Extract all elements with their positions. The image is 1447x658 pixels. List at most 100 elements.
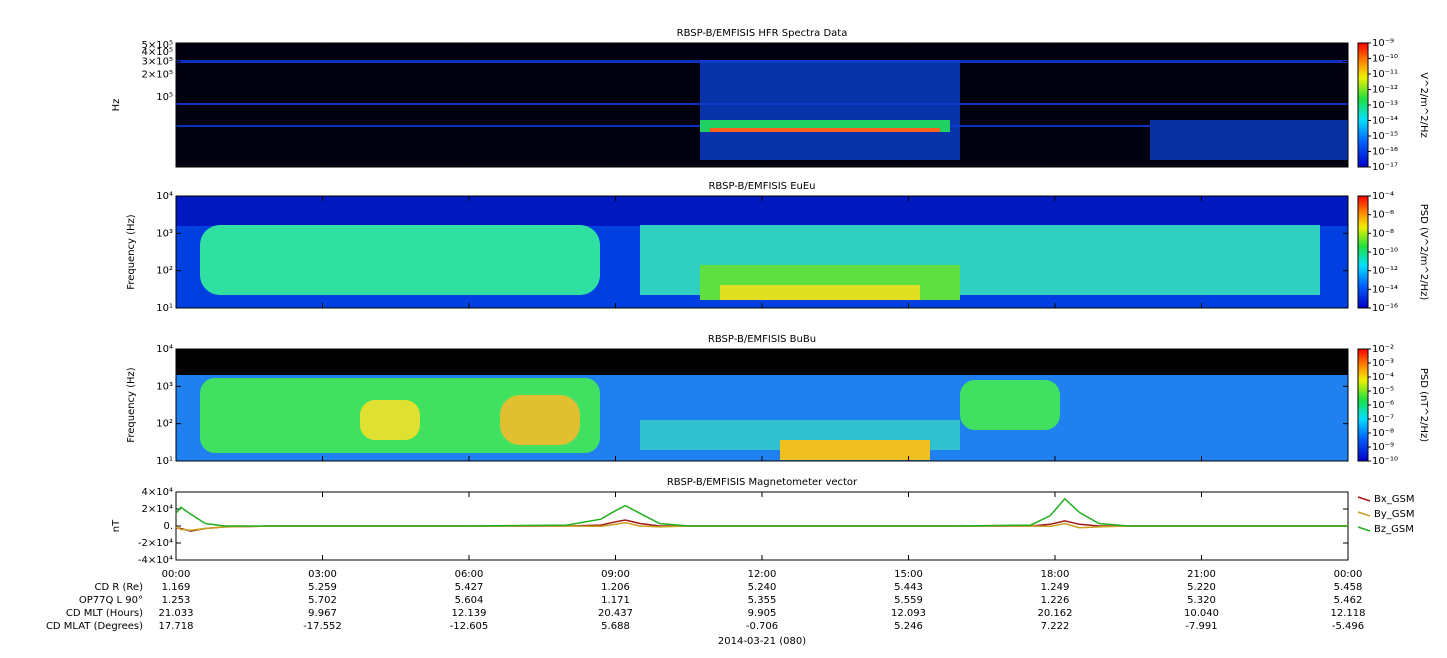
colorbar-tick-label: 10⁻¹²: [1372, 266, 1398, 277]
legend-swatch: [1357, 511, 1371, 517]
ephemeris-value: 1.171: [601, 595, 630, 606]
colorbar: [1357, 42, 1369, 168]
legend-label: Bz_GSM: [1374, 524, 1414, 535]
spectrogram-image: [176, 43, 1348, 461]
legend-swatch: [1357, 526, 1371, 532]
colorbar-tick-label: 10⁻¹²: [1372, 85, 1398, 96]
ephemeris-value: 5.604: [455, 595, 484, 606]
colorbar-tick-label: 10⁻¹¹: [1372, 69, 1398, 80]
ephemeris-value: 12.093: [891, 608, 926, 619]
y-tick-label: 10²: [156, 419, 173, 430]
legend-label: Bx_GSM: [1374, 494, 1415, 505]
y-tick-label: 10³: [156, 381, 173, 392]
colorbar-tick-label: 10⁻¹⁶: [1372, 147, 1398, 158]
y-tick-label: 4×10⁴: [142, 487, 173, 498]
ephemeris-value: 5.240: [748, 582, 777, 593]
ephemeris-value: -17.552: [303, 621, 342, 632]
ephemeris-value: 17.718: [159, 621, 194, 632]
colorbar-tick-label: 10⁻¹⁴: [1372, 116, 1398, 127]
x-tick-label: 00:00: [162, 569, 191, 580]
ephemeris-value: 1.206: [601, 582, 630, 593]
colorbar-label: PSD (nT^2/Hz): [1418, 368, 1429, 442]
colorbar-tick-label: 10⁻¹⁵: [1372, 131, 1398, 142]
colorbar-tick-label: 10⁻⁴: [1372, 191, 1394, 202]
colorbar-tick-label: 10⁻¹⁰: [1372, 54, 1398, 65]
panel-title: RBSP-B/EMFISIS EuEu: [708, 181, 815, 192]
ephemeris-value: 5.688: [601, 621, 630, 632]
colorbar-tick-label: 10⁻⁸: [1372, 228, 1394, 239]
y-tick-label: 10²: [156, 266, 173, 277]
colorbar-tick-label: 10⁻⁵: [1372, 386, 1394, 397]
y-tick-label: 0.: [163, 521, 173, 532]
ephemeris-value: -12.605: [450, 621, 489, 632]
y-tick-label: 4×10⁵: [142, 47, 173, 58]
colorbar-tick-label: 10⁻⁸: [1372, 428, 1394, 439]
colorbar-tick-label: 10⁻⁹: [1372, 442, 1394, 453]
y-axis-label: nT: [111, 519, 122, 532]
legend-swatch: [1357, 496, 1371, 502]
colorbar-tick-label: 10⁻¹³: [1372, 100, 1398, 111]
panel-title: RBSP-B/EMFISIS BuBu: [708, 334, 816, 345]
ephemeris-label: CD R (Re): [95, 582, 144, 593]
ephemeris-value: 1.169: [162, 582, 191, 593]
ephemeris-value: 5.559: [894, 595, 923, 606]
y-tick-label: -2×10⁴: [138, 538, 173, 549]
ephemeris-value: 12.118: [1331, 608, 1366, 619]
colorbar-tick-label: 10⁻⁶: [1372, 400, 1394, 411]
x-tick-label: 06:00: [455, 569, 484, 580]
ephemeris-value: 5.702: [308, 595, 337, 606]
y-tick-label: -4×10⁴: [138, 555, 173, 566]
y-tick-label: 2×10⁵: [142, 70, 173, 81]
colorbar-tick-label: 10⁻³: [1372, 358, 1394, 369]
legend-label: By_GSM: [1374, 509, 1415, 520]
y-tick-label: 5×10⁵: [142, 40, 173, 51]
y-tick-label: 10⁴: [156, 344, 173, 355]
x-tick-label: 18:00: [1041, 569, 1070, 580]
ephemeris-value: 9.905: [748, 608, 777, 619]
y-tick-label: 3×10⁵: [142, 56, 173, 67]
ephemeris-value: 5.462: [1334, 595, 1363, 606]
ephemeris-value: 1.226: [1041, 595, 1070, 606]
colorbar-tick-label: 10⁻¹⁰: [1372, 456, 1398, 467]
series-line: [175, 497, 1348, 527]
ephemeris-value: -5.496: [1332, 621, 1364, 632]
y-tick-label: 10³: [156, 228, 173, 239]
colorbar: [1357, 348, 1369, 462]
colorbar-label: PSD (V^2/m^2/Hz): [1418, 204, 1429, 301]
y-tick-label: 10⁴: [156, 191, 173, 202]
ephemeris-value: 10.040: [1184, 608, 1219, 619]
y-tick-label: 10¹: [156, 303, 173, 314]
colorbar-tick-label: 10⁻⁴: [1372, 372, 1394, 383]
x-tick-label: 03:00: [308, 569, 337, 580]
colorbar-tick-label: 10⁻⁷: [1372, 414, 1394, 425]
ephemeris-value: 20.437: [598, 608, 633, 619]
ephemeris-label: OP77Q L 90°: [79, 595, 143, 606]
ephemeris-value: 5.259: [308, 582, 337, 593]
y-axis-label: Frequency (Hz): [126, 214, 137, 290]
ephemeris-value: 12.139: [452, 608, 487, 619]
x-tick-label: 21:00: [1187, 569, 1216, 580]
colorbar-tick-label: 10⁻²: [1372, 344, 1394, 355]
y-tick-label: 10¹: [156, 456, 173, 467]
y-tick-label: 2×10⁴: [142, 504, 173, 515]
colorbar-tick-label: 10⁻¹⁷: [1372, 162, 1398, 173]
ephemeris-value: 7.222: [1041, 621, 1070, 632]
ephemeris-value: 1.253: [162, 595, 191, 606]
ephemeris-value: 5.355: [748, 595, 777, 606]
x-tick-label: 09:00: [601, 569, 630, 580]
y-axis-label: Frequency (Hz): [126, 367, 137, 443]
y-axis-label: Hz: [111, 99, 122, 112]
colorbar-tick-label: 10⁻¹⁶: [1372, 303, 1398, 314]
ephemeris-value: -0.706: [746, 621, 778, 632]
ephemeris-label: CD MLAT (Degrees): [46, 621, 143, 632]
ephemeris-value: 5.320: [1187, 595, 1216, 606]
date-label: 2014-03-21 (080): [718, 636, 806, 647]
ephemeris-value: 20.162: [1038, 608, 1073, 619]
ephemeris-value: 1.249: [1041, 582, 1070, 593]
colorbar-label: V^2/m^2/Hz: [1418, 72, 1429, 138]
y-tick-label: 10⁵: [156, 92, 173, 103]
colorbar-tick-label: 10⁻⁶: [1372, 210, 1394, 221]
ephemeris-value: -7.991: [1185, 621, 1217, 632]
ephemeris-label: CD MLT (Hours): [66, 608, 143, 619]
ephemeris-value: 5.220: [1187, 582, 1216, 593]
